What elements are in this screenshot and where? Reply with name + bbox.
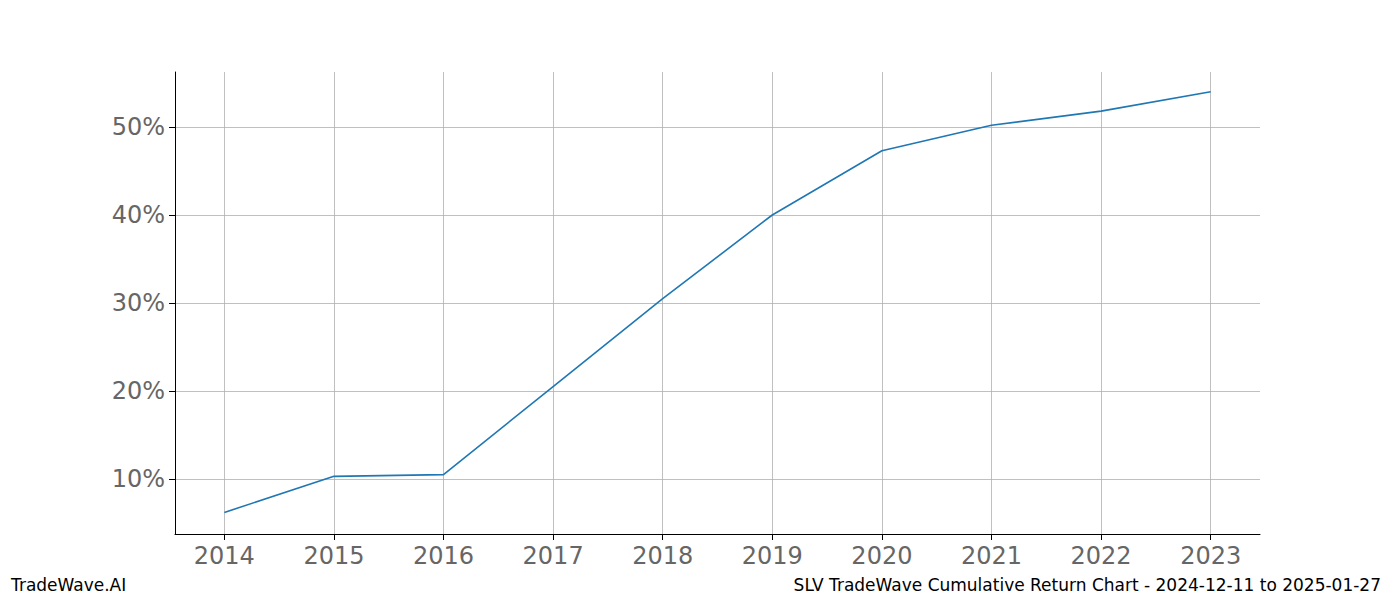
- svg-text:TradeWave.AI: TradeWave.AI: [10, 575, 126, 595]
- svg-text:SLV TradeWave Cumulative Retur: SLV TradeWave Cumulative Return Chart - …: [794, 575, 1381, 595]
- svg-text:20%: 20%: [112, 377, 165, 405]
- svg-text:10%: 10%: [112, 465, 165, 493]
- svg-text:2014: 2014: [194, 542, 255, 570]
- svg-text:40%: 40%: [112, 201, 165, 229]
- svg-text:2017: 2017: [523, 542, 584, 570]
- svg-text:2022: 2022: [1071, 542, 1132, 570]
- svg-text:2020: 2020: [851, 542, 912, 570]
- svg-text:2021: 2021: [961, 542, 1022, 570]
- svg-text:2019: 2019: [742, 542, 803, 570]
- svg-text:2015: 2015: [303, 542, 364, 570]
- svg-text:2018: 2018: [632, 542, 693, 570]
- svg-text:2016: 2016: [413, 542, 474, 570]
- svg-text:2023: 2023: [1180, 542, 1241, 570]
- svg-text:50%: 50%: [112, 113, 165, 141]
- svg-text:30%: 30%: [112, 289, 165, 317]
